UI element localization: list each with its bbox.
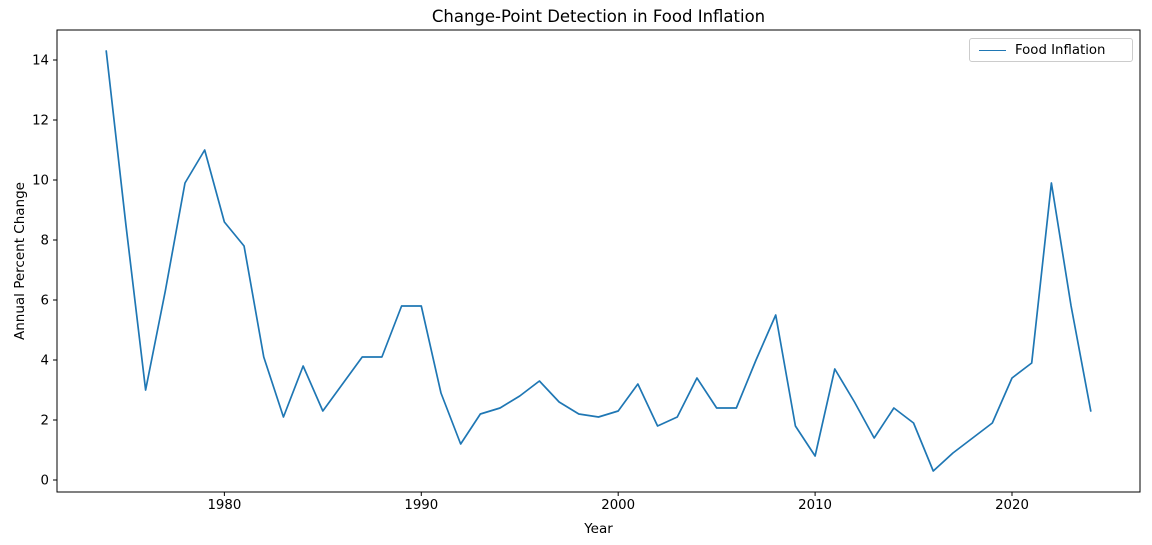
y-tick-label: 6 [41, 294, 49, 309]
series-line-food-inflation [105, 50, 1092, 472]
legend: Food Inflation [969, 38, 1133, 62]
y-tick-label: 12 [32, 114, 49, 129]
y-tick-label: 0 [41, 474, 49, 489]
y-tick-label: 10 [32, 174, 49, 189]
plot-area-border [56, 29, 1141, 493]
y-tick-label: 2 [41, 414, 49, 429]
x-tick-label: 1980 [207, 498, 241, 513]
legend-entry-label: Food Inflation [1015, 42, 1106, 58]
y-tick-label: 8 [41, 234, 49, 249]
y-tick-label: 14 [32, 54, 49, 69]
x-tick-label: 2010 [798, 498, 832, 513]
x-axis-label: Year [584, 521, 613, 537]
chart-title: Change-Point Detection in Food Inflation [431, 7, 766, 26]
x-tick-label: 2020 [995, 498, 1029, 513]
x-tick-label: 1990 [404, 498, 438, 513]
x-tick-label: 2000 [601, 498, 635, 513]
y-tick-label: 4 [41, 354, 49, 369]
legend-line-sample-icon [979, 49, 1006, 51]
y-axis-label: Annual Percent Change [12, 182, 28, 340]
